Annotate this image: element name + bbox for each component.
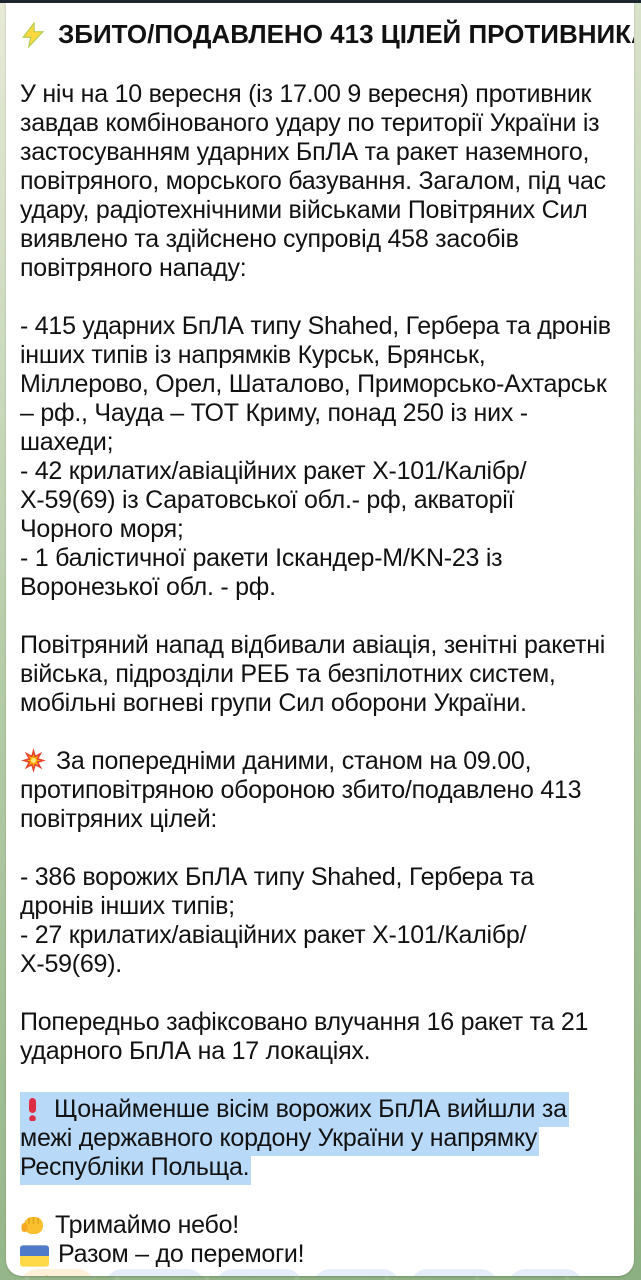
reaction-zap[interactable]: 5	[507, 1269, 583, 1276]
paragraph-text: Щонайменше вісім ворожих БпЛА вийшли за …	[20, 1095, 567, 1181]
exclamation-icon	[20, 1097, 45, 1122]
paragraph-text: - 27 крилатих/авіаційних ракет Х-101/Кал…	[20, 921, 527, 978]
paragraph-ballistic: - 1 балістичної ракети Іскандер-М/KN-23 …	[20, 544, 612, 602]
star-icon	[35, 1274, 59, 1276]
reaction-star[interactable]: 1	[20, 1269, 95, 1276]
paragraph-text: - 42 крилатих/авіаційних ракет Х-101/Кал…	[20, 457, 527, 543]
post-title-row: ЗБИТО/ПОДАВЛЕНО 413 ЦІЛЕЙ ПРОТИВНИКА	[20, 19, 634, 50]
paragraph-downed-drones: - 386 ворожих БпЛА типу Shahed, Гербера …	[20, 863, 612, 921]
paragraph-text: - 386 ворожих БпЛА типу Shahed, Гербера …	[20, 863, 534, 920]
paragraph-hold-sky: Тримаймо небо!	[20, 1211, 612, 1240]
paragraph-downed-summary: За попередніми даними, станом на 09.00, …	[20, 747, 612, 834]
message-bubble: ЗБИТО/ПОДАВЛЕНО 413 ЦІЛЕЙ ПРОТИВНИКА У н…	[6, 3, 634, 1276]
ukraine-flag-icon	[20, 1245, 49, 1267]
paragraph-cruise-missiles: - 42 крилатих/авіаційних ракет Х-101/Кал…	[20, 457, 612, 544]
paragraph-text: За попередніми даними, станом на 09.00, …	[20, 747, 582, 833]
reaction-count: 50	[262, 1273, 288, 1276]
paragraph-defenders: Повітряний напад відбивали авіація, зені…	[20, 631, 612, 718]
reactions-row: 1 520 50 34 23 5	[20, 1269, 612, 1276]
reaction-salute[interactable]: 34	[312, 1269, 401, 1277]
header-edge	[0, 0, 641, 3]
pray-icon	[120, 1275, 144, 1277]
paragraph-text: Попередньо зафіксовано влучання 16 ракет…	[20, 1008, 589, 1065]
fist-icon	[20, 1212, 46, 1238]
reaction-fire[interactable]: 23	[410, 1269, 498, 1276]
reaction-count: 23	[457, 1273, 483, 1276]
paragraph-poland-highlighted: Щонайменше вісім ворожих БпЛА вийшли за …	[20, 1092, 612, 1185]
paragraph-downed-missiles: - 27 крилатих/авіаційних ракет Х-101/Кал…	[20, 921, 612, 979]
reaction-count: 5	[555, 1273, 568, 1276]
paragraph-hits: Попередньо зафіксовано влучання 16 ракет…	[20, 1008, 612, 1066]
paragraph-text: Тримаймо небо!	[55, 1211, 239, 1239]
paragraph-intro: У ніч на 10 вересня (із 17.00 9 вересня)…	[20, 80, 612, 283]
reaction-count: 34	[360, 1273, 386, 1276]
reaction-pray[interactable]: 520	[104, 1269, 206, 1277]
reaction-thumbs-up[interactable]: 50	[215, 1269, 303, 1276]
reaction-count: 520	[152, 1273, 190, 1276]
paragraph-drones: - 415 ударних БпЛА типу Shahed, Гербера …	[20, 312, 612, 457]
selected-text: Щонайменше вісім ворожих БпЛА вийшли за …	[20, 1092, 569, 1185]
collision-icon	[20, 747, 47, 774]
thumbs-up-icon	[230, 1275, 254, 1277]
paragraph-text: - 415 ударних БпЛА типу Shahed, Гербера …	[20, 312, 611, 456]
paragraph-text: - 1 балістичної ракети Іскандер-М/KN-23 …	[20, 544, 503, 601]
paragraph-victory: Разом – до перемоги!	[20, 1240, 612, 1269]
paragraph-text: Повітряний напад відбивали авіація, зені…	[20, 631, 606, 717]
fire-icon	[425, 1275, 449, 1276]
zap-small-icon	[523, 1275, 547, 1276]
salute-icon	[328, 1275, 352, 1277]
paragraph-text: У ніч на 10 вересня (із 17.00 9 вересня)…	[20, 80, 606, 282]
zap-icon	[20, 21, 46, 48]
post-title: ЗБИТО/ПОДАВЛЕНО 413 ЦІЛЕЙ ПРОТИВНИКА	[58, 19, 634, 49]
reaction-count: 1	[67, 1273, 80, 1276]
paragraph-text: Разом – до перемоги!	[58, 1240, 305, 1268]
